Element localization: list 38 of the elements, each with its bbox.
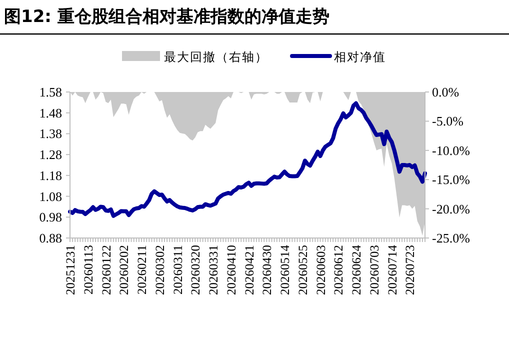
- x-tick-label: 20260320: [188, 245, 203, 295]
- x-tick-label: 20260703: [367, 245, 382, 295]
- y-tick-label: 0.88: [39, 230, 62, 246]
- legend-label: 最大回撤（右轴）: [164, 50, 268, 64]
- x-tick-label: 20251231: [64, 245, 78, 295]
- x-tick-label: 20260430: [260, 245, 274, 295]
- legend-label: 相对净值: [334, 50, 386, 64]
- x-tick-label: 20260714: [385, 244, 400, 295]
- x-tick-label: 20260302: [152, 245, 167, 295]
- y2-tick-label: -5.0%: [432, 114, 464, 129]
- x-tick-label: 20260202: [117, 245, 132, 295]
- y-tick-label: 1.28: [39, 147, 62, 162]
- x-tick-label: 20260211: [135, 245, 150, 295]
- y-tick-label: 1.18: [39, 168, 62, 183]
- x-tick-label: 20260723: [403, 245, 418, 295]
- line-series: [68, 101, 427, 218]
- y-tick-label: 1.38: [39, 126, 62, 142]
- y2-tick-label: -20.0%: [432, 201, 470, 216]
- x-tick-label: 20260514: [278, 244, 292, 295]
- x-tick-label: 20260311: [170, 245, 185, 295]
- x-tick-label: 20260603: [314, 245, 328, 295]
- x-tick-label: 20260525: [296, 245, 310, 295]
- chart-title: 图12: 重仓股组合相对基准指数的净值走势: [4, 7, 330, 27]
- y-tick-label: 1.58: [39, 84, 62, 100]
- y-tick-label: 1.08: [39, 188, 62, 204]
- y-tick-label: 1.48: [39, 105, 62, 120]
- x-tick-label: 20260421: [242, 245, 256, 295]
- x-tick-label: 20260410: [224, 245, 238, 295]
- y-tick-label: 0.98: [39, 210, 62, 225]
- y2-tick-label: -10.0%: [432, 142, 470, 158]
- x-tick-label: 20260612: [332, 245, 346, 295]
- y2-tick-label: 0.0%: [432, 84, 460, 100]
- x-tick-label: 20260624: [350, 244, 364, 295]
- x-tick-label: 20260331: [206, 245, 221, 295]
- y2-tick-label: -15.0%: [432, 172, 470, 188]
- x-tick-label: 20260122: [99, 245, 114, 295]
- y2-tick-label: -25.0%: [432, 230, 470, 246]
- x-tick-label: 20260113: [81, 245, 96, 295]
